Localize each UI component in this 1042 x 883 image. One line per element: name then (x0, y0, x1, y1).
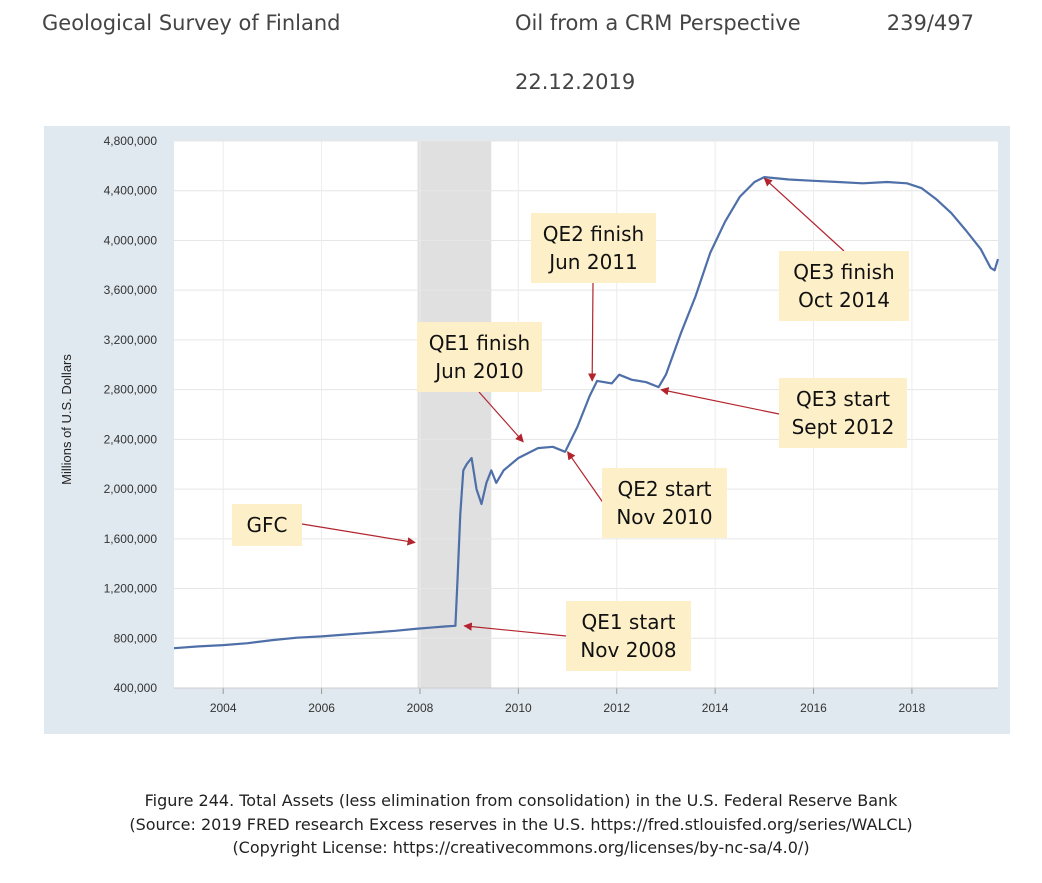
y-tick-label: 3,600,000 (104, 283, 158, 297)
annotation-box (602, 468, 727, 538)
y-tick-label: 3,200,000 (104, 333, 158, 347)
y-tick-label: 1,600,000 (104, 532, 158, 546)
annotation-label: Nov 2010 (616, 505, 712, 529)
header-left-title: Geological Survey of Finland (42, 11, 341, 35)
fed-assets-chart: 400,000 800,000 1,200,000 1,600,000 2,000,00… (59, 134, 1000, 715)
header-document-title: Oil from a CRM Perspective (515, 11, 801, 35)
annotation-box (531, 213, 656, 283)
y-tick-label: 4,000,000 (104, 233, 158, 247)
x-tick-label: 2018 (899, 701, 926, 715)
x-tick-label: 2014 (702, 701, 729, 715)
annotation-label: QE1 finish (429, 331, 530, 355)
annotation-label: Oct 2014 (798, 288, 890, 312)
annotation-label: QE2 finish (543, 222, 644, 246)
y-tick-label: 800,000 (114, 631, 158, 645)
figure-caption: Figure 244. Total Assets (less eliminati… (144, 791, 898, 810)
y-tick-label: 1,200,000 (104, 582, 158, 596)
annotation-box (779, 378, 907, 448)
annotation-box (417, 322, 542, 392)
header-date: 22.12.2019 (515, 70, 636, 94)
total-assets-line (173, 175, 1000, 650)
annotation-arrow (301, 523, 416, 546)
annotation-box (779, 251, 909, 321)
annotation-label: GFC (247, 513, 288, 537)
figure-license: (Copyright License: https://creativecomm… (232, 838, 810, 857)
annotation-label: Nov 2008 (580, 638, 676, 662)
annotation-label: Jun 2011 (547, 250, 638, 274)
chart-panel: 400,000 800,000 1,200,000 1,600,000 2,000,00… (44, 126, 1010, 734)
annotation-label: QE2 start (617, 477, 711, 501)
annotation-arrow (660, 387, 780, 415)
y-axis-label: Millions of U.S. Dollars (59, 354, 74, 485)
annotation-arrow (463, 622, 567, 637)
y-tick-label: 400,000 (114, 681, 158, 695)
annotation-label: Sept 2012 (792, 415, 895, 439)
y-tick-label: 2,000,000 (104, 482, 158, 496)
recession-shade (417, 141, 492, 688)
annotation-box (566, 601, 691, 671)
x-tick-label: 2016 (800, 701, 827, 715)
annotation-arrow (588, 282, 597, 382)
annotation-arrow (478, 391, 524, 443)
annotation-box (232, 504, 302, 546)
x-tick-label: 2012 (603, 701, 630, 715)
y-tick-label: 4,400,000 (104, 184, 158, 198)
x-tick-label: 2008 (407, 701, 434, 715)
annotation-label: QE3 finish (793, 260, 894, 284)
y-tick-label: 2,800,000 (104, 383, 158, 397)
x-tick-label: 2010 (505, 701, 532, 715)
figure-source: (Source: 2019 FRED research Excess reser… (129, 815, 913, 834)
y-tick-label: 2,400,000 (104, 432, 158, 446)
y-tick-label: 4,800,000 (104, 134, 158, 148)
annotation-label: Jun 2010 (433, 359, 524, 383)
x-tick-label: 2004 (210, 701, 237, 715)
annotation-label: QE1 start (581, 610, 675, 634)
annotation-arrow (567, 451, 605, 505)
x-tick-label: 2006 (308, 701, 335, 715)
header-page-number: 239/497 (886, 11, 974, 35)
annotation-arrow (763, 177, 845, 252)
annotation-label: QE3 start (796, 387, 890, 411)
